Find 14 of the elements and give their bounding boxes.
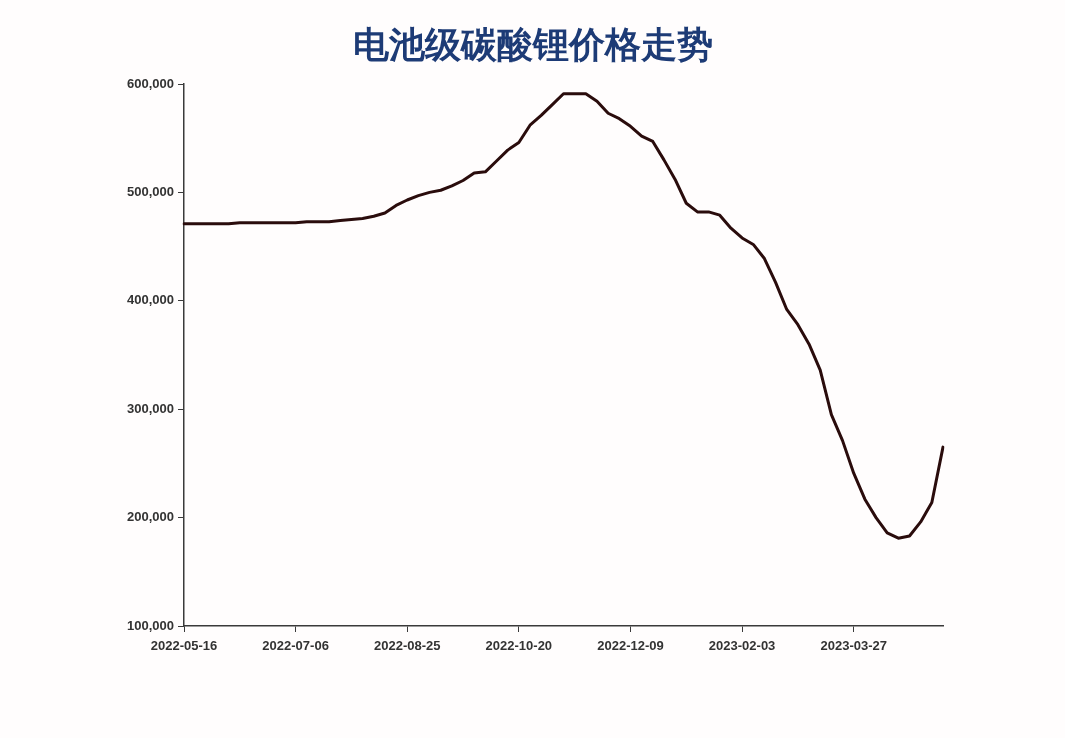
x-tick-label: 2022-12-09: [597, 638, 664, 654]
y-tick-label: 600,000: [127, 75, 174, 91]
chart-title: 电池级碳酸锂价格走势: [351, 23, 714, 67]
y-tick-label: 100,000: [127, 617, 174, 633]
y-tick-label: 400,000: [127, 292, 174, 308]
x-tick-label: 2022-10-20: [485, 638, 553, 654]
y-tick-label: 300,000: [127, 400, 174, 416]
y-tick-label: 200,000: [127, 509, 174, 525]
x-tick-label: 2022-07-06: [262, 638, 329, 654]
y-tick-label: 500,000: [127, 183, 174, 199]
x-tick-label: 2023-02-03: [708, 638, 776, 654]
x-tick-label: 2022-05-16: [150, 638, 218, 654]
x-tick-label: 2022-08-25: [373, 638, 441, 654]
x-tick-label: 2023-03-27: [820, 638, 887, 654]
